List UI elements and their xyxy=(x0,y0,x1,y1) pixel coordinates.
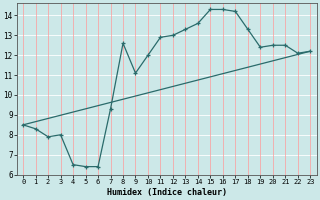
X-axis label: Humidex (Indice chaleur): Humidex (Indice chaleur) xyxy=(107,188,227,197)
